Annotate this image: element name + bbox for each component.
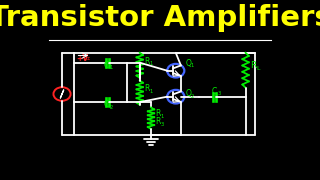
Text: C: C: [104, 100, 109, 109]
Text: 2: 2: [109, 105, 113, 110]
Text: 1: 1: [160, 114, 164, 119]
Text: 1: 1: [109, 65, 113, 70]
Text: C: C: [212, 87, 217, 96]
Text: 3: 3: [218, 91, 221, 96]
Text: 1: 1: [190, 64, 194, 68]
Text: L: L: [256, 66, 260, 71]
Text: R: R: [250, 61, 256, 70]
Text: 3: 3: [160, 122, 164, 127]
Text: 2: 2: [190, 94, 194, 99]
Text: +V: +V: [76, 54, 88, 63]
Text: R: R: [144, 57, 149, 66]
Text: C: C: [104, 61, 109, 70]
Text: 1: 1: [149, 61, 153, 66]
Text: Q: Q: [185, 89, 191, 98]
Text: Q: Q: [185, 59, 191, 68]
Text: Transistor Amplifiers: Transistor Amplifiers: [0, 4, 320, 32]
Text: R: R: [155, 118, 160, 127]
Text: R: R: [144, 84, 149, 93]
Text: 1: 1: [149, 89, 153, 94]
Text: cc: cc: [86, 56, 91, 61]
Text: R: R: [155, 109, 160, 118]
